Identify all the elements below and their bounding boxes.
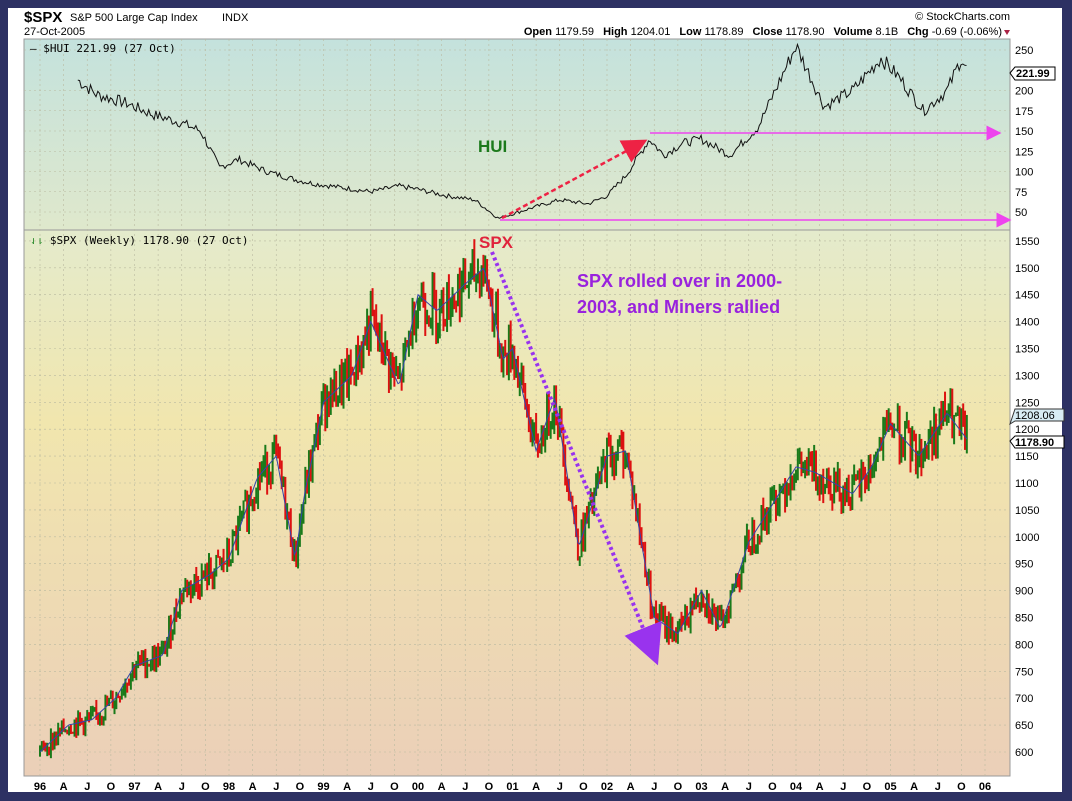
spx-y-tick-label: 1000 bbox=[1015, 532, 1039, 544]
x-tick-label: O bbox=[674, 781, 683, 793]
x-tick-label: 00 bbox=[412, 781, 424, 793]
hui-y-tick-label: 250 bbox=[1015, 45, 1033, 57]
ohlc-readout: Open 1179.59 High 1204.01 Low 1178.89 Cl… bbox=[524, 26, 1002, 38]
x-tick-label: J bbox=[651, 781, 657, 793]
down-triangle-icon bbox=[1004, 30, 1010, 35]
spx-annotation: SPX bbox=[479, 233, 514, 252]
x-tick-label: J bbox=[746, 781, 752, 793]
x-tick-label: A bbox=[627, 781, 635, 793]
spx-y-tick-label: 1400 bbox=[1015, 317, 1039, 329]
x-tick-label: A bbox=[438, 781, 446, 793]
x-tick-label: O bbox=[863, 781, 872, 793]
x-tick-label: 99 bbox=[317, 781, 329, 793]
moving-average-line bbox=[39, 267, 968, 753]
spx-y-tick-label: 900 bbox=[1015, 586, 1033, 598]
x-tick-label: O bbox=[296, 781, 305, 793]
header-name: S&P 500 Large Cap Index bbox=[70, 12, 198, 24]
spx-y-tick-label: 1050 bbox=[1015, 505, 1039, 517]
x-tick-label: O bbox=[579, 781, 588, 793]
spx-y-tick-label: 950 bbox=[1015, 559, 1033, 571]
spx-y-tick-label: 1450 bbox=[1015, 290, 1039, 302]
svg-text:1208.06: 1208.06 bbox=[1015, 410, 1055, 422]
spx-y-tick-label: 650 bbox=[1015, 720, 1033, 732]
spx-ma-value-tag: 1208.06 bbox=[1009, 408, 1065, 426]
header-date: 27-Oct-2005 bbox=[24, 26, 85, 38]
x-tick-label: A bbox=[343, 781, 351, 793]
copyright: © StockCharts.com bbox=[915, 11, 1010, 23]
x-tick-label: 02 bbox=[601, 781, 613, 793]
spx-y-tick-label: 1200 bbox=[1015, 424, 1039, 436]
svg-text:221.99: 221.99 bbox=[1016, 68, 1050, 80]
x-tick-label: J bbox=[368, 781, 374, 793]
spx-y-tick-label: 750 bbox=[1015, 666, 1033, 678]
spx-y-tick-label: 1300 bbox=[1015, 370, 1039, 382]
x-tick-label: J bbox=[557, 781, 563, 793]
x-tick-label: 05 bbox=[884, 781, 896, 793]
note-line-1: SPX rolled over in 2000- bbox=[577, 271, 782, 291]
hui-last-value-tag: 221.99 bbox=[1009, 66, 1056, 81]
header-exchange: INDX bbox=[222, 12, 249, 24]
x-tick-label: J bbox=[84, 781, 90, 793]
x-tick-label: A bbox=[249, 781, 257, 793]
x-tick-label: J bbox=[462, 781, 468, 793]
x-tick-label: J bbox=[840, 781, 846, 793]
spx-y-tick-label: 1500 bbox=[1015, 263, 1039, 275]
x-tick-label: A bbox=[532, 781, 540, 793]
hui-line bbox=[77, 42, 967, 219]
x-tick-label: 04 bbox=[790, 781, 803, 793]
spx-y-tick-label: 850 bbox=[1015, 613, 1033, 625]
spx-decline-arrow bbox=[490, 251, 662, 666]
spx-legend: ⇃⇂ $SPX (Weekly) 1178.90 (27 Oct) bbox=[30, 234, 249, 247]
x-tick-label: O bbox=[485, 781, 494, 793]
hui-rally-arrow bbox=[501, 139, 648, 220]
spx-y-tick-label: 1350 bbox=[1015, 344, 1039, 356]
spx-y-tick-label: 700 bbox=[1015, 693, 1033, 705]
x-tick-label: A bbox=[816, 781, 824, 793]
x-tick-label: 06 bbox=[979, 781, 991, 793]
svg-text:1178.90: 1178.90 bbox=[1015, 437, 1054, 449]
spx-y-tick-label: 600 bbox=[1015, 747, 1033, 759]
x-tick-label: A bbox=[60, 781, 68, 793]
spx-y-tick-label: 1150 bbox=[1015, 451, 1039, 463]
hui-y-tick-label: 175 bbox=[1015, 106, 1033, 118]
hui-y-tick-label: 100 bbox=[1015, 167, 1033, 179]
note-line-2: 2003, and Miners rallied bbox=[577, 297, 780, 317]
hui-y-tick-label: 125 bbox=[1015, 146, 1033, 158]
hui-y-tick-label: 150 bbox=[1015, 126, 1033, 138]
hui-annotation: HUI bbox=[478, 137, 507, 156]
spx-panel bbox=[23, 229, 1011, 777]
x-tick-label: A bbox=[910, 781, 918, 793]
x-tick-label: O bbox=[107, 781, 116, 793]
x-tick-label: 01 bbox=[506, 781, 518, 793]
x-tick-label: O bbox=[201, 781, 210, 793]
x-tick-label: 03 bbox=[695, 781, 707, 793]
hui-legend: — $HUI 221.99 (27 Oct) bbox=[30, 42, 176, 55]
hui-panel bbox=[23, 38, 1011, 231]
x-tick-label: 98 bbox=[223, 781, 235, 793]
spx-y-tick-label: 800 bbox=[1015, 639, 1033, 651]
hui-y-tick-label: 75 bbox=[1015, 187, 1027, 199]
x-tick-label: 97 bbox=[128, 781, 140, 793]
header-symbol: $SPX bbox=[24, 9, 62, 26]
x-tick-label: O bbox=[390, 781, 399, 793]
x-tick-label: O bbox=[957, 781, 966, 793]
x-tick-label: 96 bbox=[34, 781, 46, 793]
spx-last-value-tag: 1178.90 bbox=[1009, 435, 1065, 449]
x-tick-label: J bbox=[179, 781, 185, 793]
spx-y-tick-label: 1550 bbox=[1015, 236, 1039, 248]
spx-y-tick-label: 1100 bbox=[1015, 478, 1039, 490]
hui-y-tick-label: 200 bbox=[1015, 86, 1033, 98]
x-tick-label: A bbox=[721, 781, 729, 793]
x-tick-label: J bbox=[273, 781, 279, 793]
hui-y-tick-label: 50 bbox=[1015, 207, 1027, 219]
spx-series bbox=[39, 239, 968, 759]
axes: 96 A J O 97 A J O 98 A J O 99 A J O 00 A J O 01 A J O 02 A J O 03 A J O… bbox=[34, 45, 1040, 793]
hui-series bbox=[77, 42, 967, 219]
spx-y-tick-label: 1250 bbox=[1015, 397, 1039, 409]
x-tick-label: A bbox=[154, 781, 162, 793]
x-tick-label: J bbox=[935, 781, 941, 793]
x-tick-label: O bbox=[768, 781, 777, 793]
